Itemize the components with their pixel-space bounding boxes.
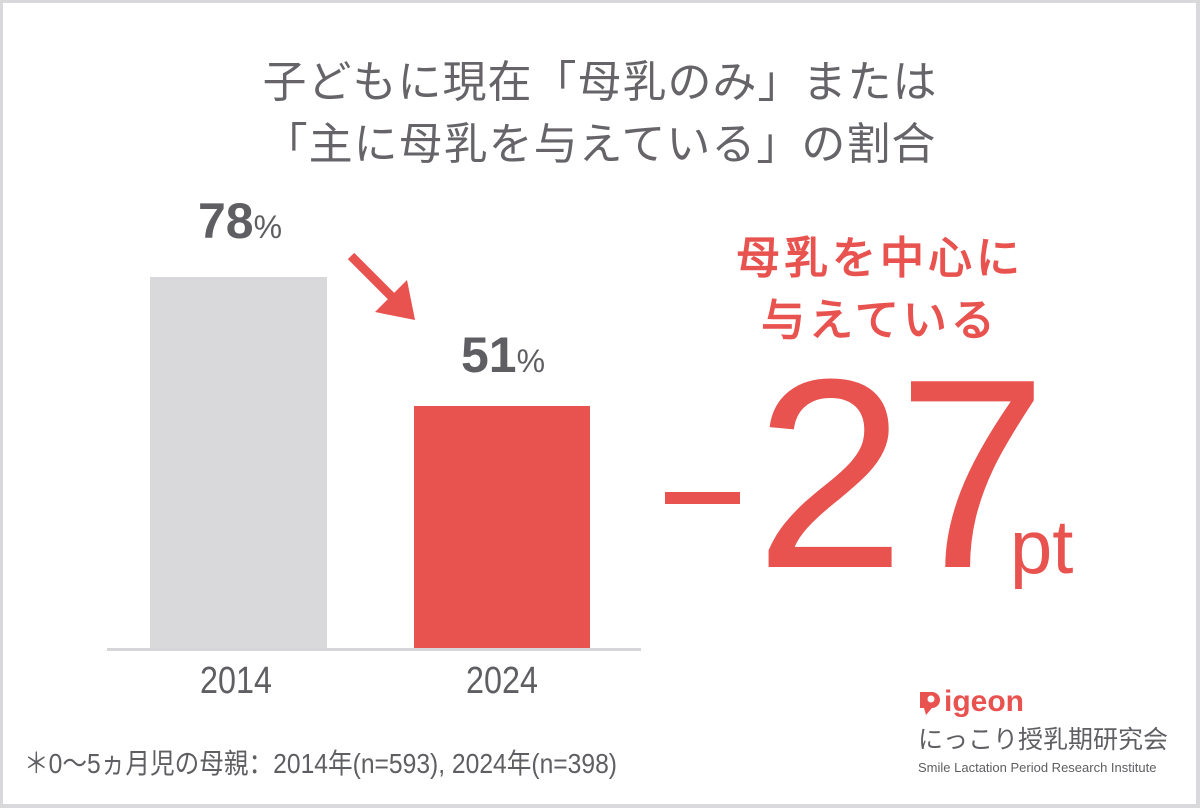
bar-value-unit: %	[516, 343, 546, 379]
bar-value-2024: 51%	[413, 326, 593, 384]
pigeon-heart-icon	[920, 692, 940, 715]
bar-value-unit: %	[253, 209, 283, 245]
callout-line-1: 母乳を中心に	[736, 233, 1024, 284]
chart-title: 子どもに現在「母乳のみ」または 「主に母乳を与えている」の割合	[0, 52, 1200, 176]
brand-block: igeon にっこり授乳期研究会 Smile Lactation Period …	[918, 684, 1178, 778]
pigeon-logo-text: igeon	[944, 685, 1024, 718]
chart-title-line-1: 子どもに現在「母乳のみ」または	[262, 57, 938, 108]
brand-name-jp: にっこり授乳期研究会	[918, 725, 1169, 754]
callout-line-2: 与えている	[761, 295, 999, 346]
delta-number: 27	[755, 324, 1047, 625]
chart-title-line-2: 「主に母乳を与えている」の割合	[263, 119, 937, 170]
bar-value-2014: 78%	[150, 192, 330, 250]
x-tick-2024: 2024	[466, 660, 538, 702]
down-arrow-icon	[347, 252, 415, 320]
minus-sign	[665, 492, 740, 504]
delta-unit: pt	[1010, 505, 1074, 590]
brand-name-en: Smile Lactation Period Research Institut…	[918, 760, 1157, 775]
bar-2014	[150, 277, 327, 648]
x-tick-2014: 2014	[200, 660, 272, 702]
footnote: ＊0〜5ヵ月児の母親：2014年(n=593), 2024年(n=398)	[24, 748, 618, 779]
bar-value-number: 78	[197, 193, 254, 249]
pigeon-logo: igeon	[918, 684, 1178, 720]
bar-value-number: 51	[460, 327, 517, 383]
bar-2024	[414, 406, 590, 648]
x-axis-line	[107, 648, 641, 651]
callout-label: 母乳を中心に 与えている	[700, 228, 1060, 352]
